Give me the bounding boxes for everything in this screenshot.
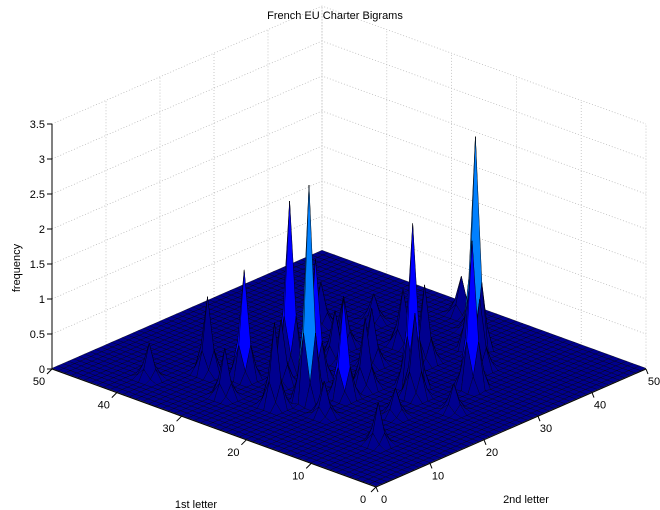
x-tick-mark bbox=[591, 392, 595, 398]
x-tick-label: 0 bbox=[381, 494, 387, 506]
y-tick-mark bbox=[241, 439, 247, 446]
z-tick-label: 3 bbox=[39, 154, 45, 166]
x-tick-label: 30 bbox=[540, 423, 552, 435]
z-grid-line bbox=[51, 5, 647, 125]
x-tick-mark bbox=[537, 416, 541, 422]
z-tick-label: 1.5 bbox=[30, 259, 45, 271]
x-tick-mark bbox=[429, 463, 433, 469]
z-tick-label: 0 bbox=[39, 364, 45, 376]
surface-mesh bbox=[51, 136, 647, 487]
y-axis-line bbox=[51, 368, 377, 488]
x-axis-line bbox=[375, 368, 647, 488]
y-tick-label: 40 bbox=[98, 400, 110, 412]
z-grid-line bbox=[51, 145, 647, 265]
z-tick-label: 2.5 bbox=[30, 189, 45, 201]
x-tick-mark bbox=[645, 368, 649, 375]
x-tick-label: 10 bbox=[432, 470, 444, 482]
z-tick-label: 1 bbox=[39, 294, 45, 306]
y-tick-label: 0 bbox=[360, 494, 366, 506]
y-tick-mark bbox=[305, 463, 312, 469]
surface-cell bbox=[369, 481, 382, 487]
x-tick-label: 50 bbox=[648, 376, 660, 388]
x-tick-label: 20 bbox=[486, 447, 498, 459]
x-tick-mark bbox=[483, 439, 487, 445]
y-axis-label: 1st letter bbox=[175, 499, 218, 510]
x-tick-mark bbox=[375, 486, 379, 493]
z-grid-line bbox=[51, 75, 647, 195]
z-tick-label: 0.5 bbox=[30, 329, 45, 341]
chart-title: French EU Charter Bigrams bbox=[267, 10, 403, 22]
y-tick-label: 10 bbox=[292, 470, 304, 482]
y-tick-label: 30 bbox=[162, 423, 174, 435]
y-tick-mark bbox=[370, 486, 377, 493]
z-tick-label: 3.5 bbox=[30, 119, 45, 131]
z-tick-label: 2 bbox=[39, 224, 45, 236]
z-axis-label: frequency bbox=[11, 243, 23, 292]
z-grid-line bbox=[51, 40, 647, 160]
x-tick-label: 40 bbox=[594, 400, 606, 412]
y-tick-mark bbox=[111, 392, 118, 398]
z-grid-line bbox=[51, 110, 647, 230]
y-tick-label: 20 bbox=[227, 447, 239, 459]
z-grid-line bbox=[51, 215, 647, 335]
x-axis-label: 2nd letter bbox=[503, 494, 549, 506]
y-tick-mark bbox=[46, 368, 53, 375]
y-tick-label: 50 bbox=[33, 376, 45, 388]
y-tick-mark bbox=[176, 415, 182, 422]
